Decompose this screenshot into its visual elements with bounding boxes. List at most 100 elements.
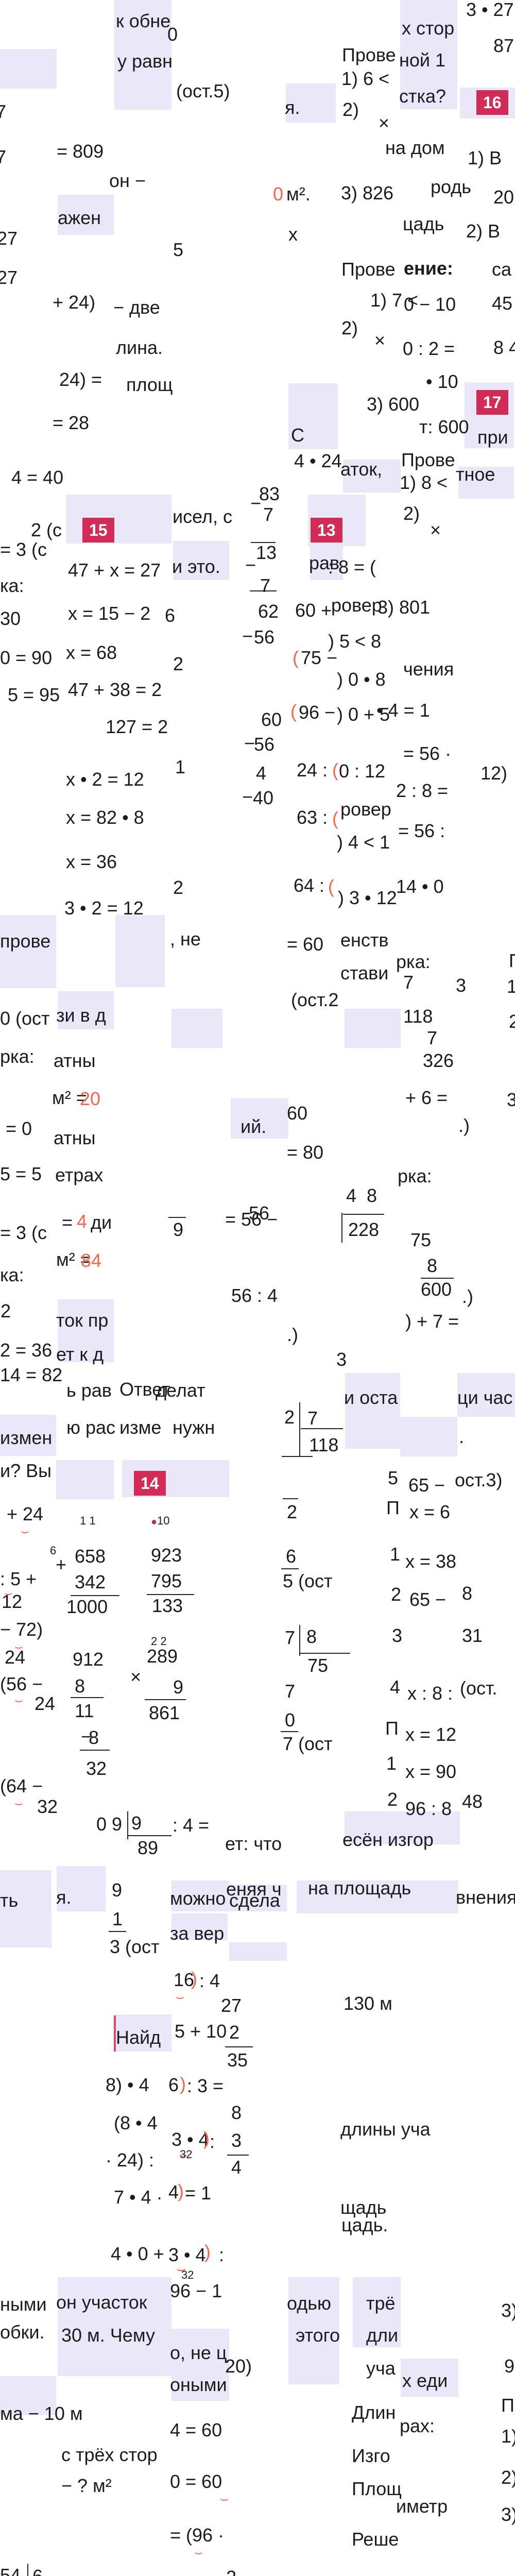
text-fragment: 0: [285, 1709, 296, 1731]
text-fragment: еняя ч: [226, 1878, 282, 1900]
text-fragment: 12): [480, 762, 508, 784]
text-fragment: делат: [156, 1380, 205, 1401]
text-fragment: 6: [286, 1546, 297, 1567]
text-fragment: 2 : 8 =: [396, 780, 449, 801]
text-fragment: са: [492, 259, 512, 280]
text-fragment: стави: [340, 962, 389, 984]
text-fragment: 0 : 12: [339, 760, 386, 782]
fraction-bar: [300, 1653, 350, 1654]
fraction-bar: [282, 1456, 313, 1457]
text-fragment: ⌣: [14, 1638, 24, 1654]
text-fragment: х еди: [402, 2370, 448, 2391]
text-fragment: x = 36: [66, 851, 117, 872]
text-fragment: (64 −: [0, 1775, 43, 1797]
text-fragment: ажен: [58, 207, 101, 228]
highlight-box: [66, 495, 171, 544]
text-fragment: −: [81, 1726, 92, 1747]
text-fragment: 7: [427, 1027, 438, 1048]
text-fragment: Реше: [352, 2529, 399, 2550]
text-fragment: одью: [287, 2293, 331, 2314]
text-fragment: 0 9: [96, 1814, 123, 1835]
text-fragment: (: [293, 647, 299, 668]
text-fragment: Ответ: [119, 1379, 170, 1400]
fraction-bar: [71, 1697, 104, 1698]
text-fragment: 5: [173, 239, 184, 260]
fraction-bar: [421, 1278, 454, 1279]
text-fragment: 30: [0, 608, 21, 629]
text-fragment: П: [501, 2395, 514, 2416]
text-fragment: щадь: [340, 2197, 387, 2218]
text-fragment: 60: [261, 709, 282, 730]
text-fragment: 5 = 95: [8, 684, 60, 705]
text-fragment: 912: [73, 1649, 104, 1670]
problem-badge: 17: [476, 390, 508, 415]
text-fragment: ий.: [241, 1116, 267, 1137]
text-fragment: ×: [130, 1666, 142, 1687]
text-fragment: 2) В: [466, 221, 501, 242]
highlight-box: [288, 2277, 339, 2384]
text-fragment: 7: [0, 146, 7, 167]
text-fragment: чения: [403, 658, 454, 680]
text-fragment: x = 68: [66, 642, 117, 663]
fraction-bar: [109, 1931, 126, 1932]
text-fragment: ⌣: [179, 2146, 188, 2162]
highlight-box: [171, 1009, 222, 1048]
text-fragment: 20): [225, 2355, 252, 2377]
text-fragment: ет к д: [56, 1344, 104, 1365]
text-fragment: 11: [75, 1700, 94, 1721]
text-fragment: 7: [0, 101, 7, 122]
fraction-bar: [281, 1568, 299, 1569]
text-fragment: длины уча: [340, 2119, 431, 2140]
highlight-box: [171, 2329, 229, 2401]
text-fragment: 1000: [66, 1596, 108, 1617]
text-fragment: и это.: [172, 556, 220, 577]
text-fragment: обки.: [0, 2321, 45, 2343]
text-fragment: 56 : 4: [231, 1285, 278, 1306]
text-fragment: 1) В: [468, 147, 502, 168]
text-fragment: ⌣: [220, 2490, 229, 2506]
text-fragment: = 809: [57, 141, 104, 162]
text-fragment: :: [219, 2244, 225, 2265]
text-fragment: = 3 (с: [0, 1222, 47, 1243]
text-fragment: 7: [285, 1681, 296, 1702]
highlight-box: [0, 1415, 56, 1456]
text-fragment: я.: [56, 1887, 72, 1908]
text-fragment: 923: [151, 1545, 182, 1566]
text-fragment: 3: [231, 2130, 242, 2151]
text-fragment: 2: [391, 1584, 402, 1605]
highlight-box: [400, 1417, 457, 1456]
fraction-bar: [80, 1750, 110, 1751]
division-bar: [27, 2564, 28, 2576]
text-fragment: − 72): [0, 1619, 43, 1640]
text-fragment: 6: [50, 1544, 57, 1557]
text-fragment: 84: [81, 1250, 102, 1271]
text-fragment: 5 = 5: [0, 1163, 42, 1184]
text-fragment: 1): [501, 2426, 515, 2447]
text-fragment: рах:: [400, 2415, 435, 2436]
text-fragment: ⌣: [14, 1692, 24, 1707]
text-fragment: ×: [379, 112, 390, 133]
text-fragment: прове: [0, 930, 51, 952]
text-fragment: м² =: [56, 1249, 91, 1270]
text-fragment: 1) 8 <: [400, 472, 448, 493]
text-fragment: 96 − 1: [170, 2280, 222, 2301]
text-fragment: 8: [462, 1583, 473, 1604]
text-fragment: 60: [287, 1103, 308, 1124]
highlight-box: [353, 2277, 401, 2347]
text-fragment: ×: [430, 519, 441, 540]
highlight-box: [115, 915, 165, 987]
text-fragment: = (96 ·: [170, 2524, 225, 2546]
text-fragment: при: [477, 427, 508, 448]
text-fragment: 75 −: [301, 647, 338, 668]
text-fragment: 62: [258, 601, 279, 622]
text-fragment: 32: [181, 2268, 194, 2281]
text-fragment: 0 − 10: [404, 294, 456, 315]
text-fragment: этого: [296, 2325, 340, 2346]
text-fragment: − ? м²: [61, 2475, 112, 2496]
text-fragment: 9: [173, 1219, 184, 1240]
text-fragment: :: [210, 2131, 215, 2152]
text-fragment: 8: [306, 1626, 317, 1647]
text-fragment: x = 90: [405, 1761, 457, 1782]
text-fragment: 3 (ост: [110, 1936, 160, 1957]
text-fragment: 8: [75, 1675, 85, 1697]
